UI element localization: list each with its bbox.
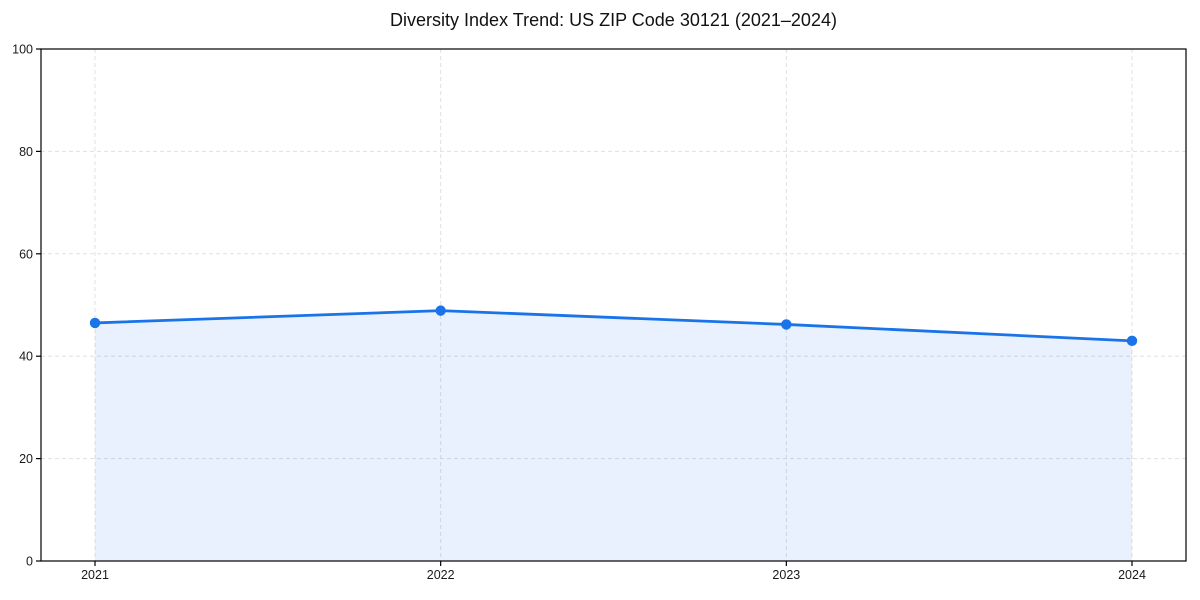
data-point-2022 xyxy=(435,305,446,316)
x-tick-label-2023: 2023 xyxy=(772,568,800,582)
y-tick-label-80: 80 xyxy=(19,145,33,159)
y-tick-label-60: 60 xyxy=(19,247,33,261)
area-fill xyxy=(95,310,1132,561)
data-point-2023 xyxy=(781,319,792,330)
trend-line xyxy=(93,309,1134,343)
x-tick-label-2022: 2022 xyxy=(427,568,455,582)
y-tick-label-100: 100 xyxy=(12,43,33,57)
x-tick-label-2021: 2021 xyxy=(81,568,109,582)
y-tick-label-20: 20 xyxy=(19,452,33,466)
y-tick-label-40: 40 xyxy=(19,350,33,364)
data-point-2021 xyxy=(89,317,101,329)
y-tick-label-0: 0 xyxy=(26,555,33,569)
chart-title: Diversity Index Trend: US ZIP Code 30121… xyxy=(390,10,837,30)
data-point-2024 xyxy=(1126,335,1138,347)
x-tick-label-2024: 2024 xyxy=(1118,568,1146,582)
plot-border xyxy=(40,48,1187,562)
